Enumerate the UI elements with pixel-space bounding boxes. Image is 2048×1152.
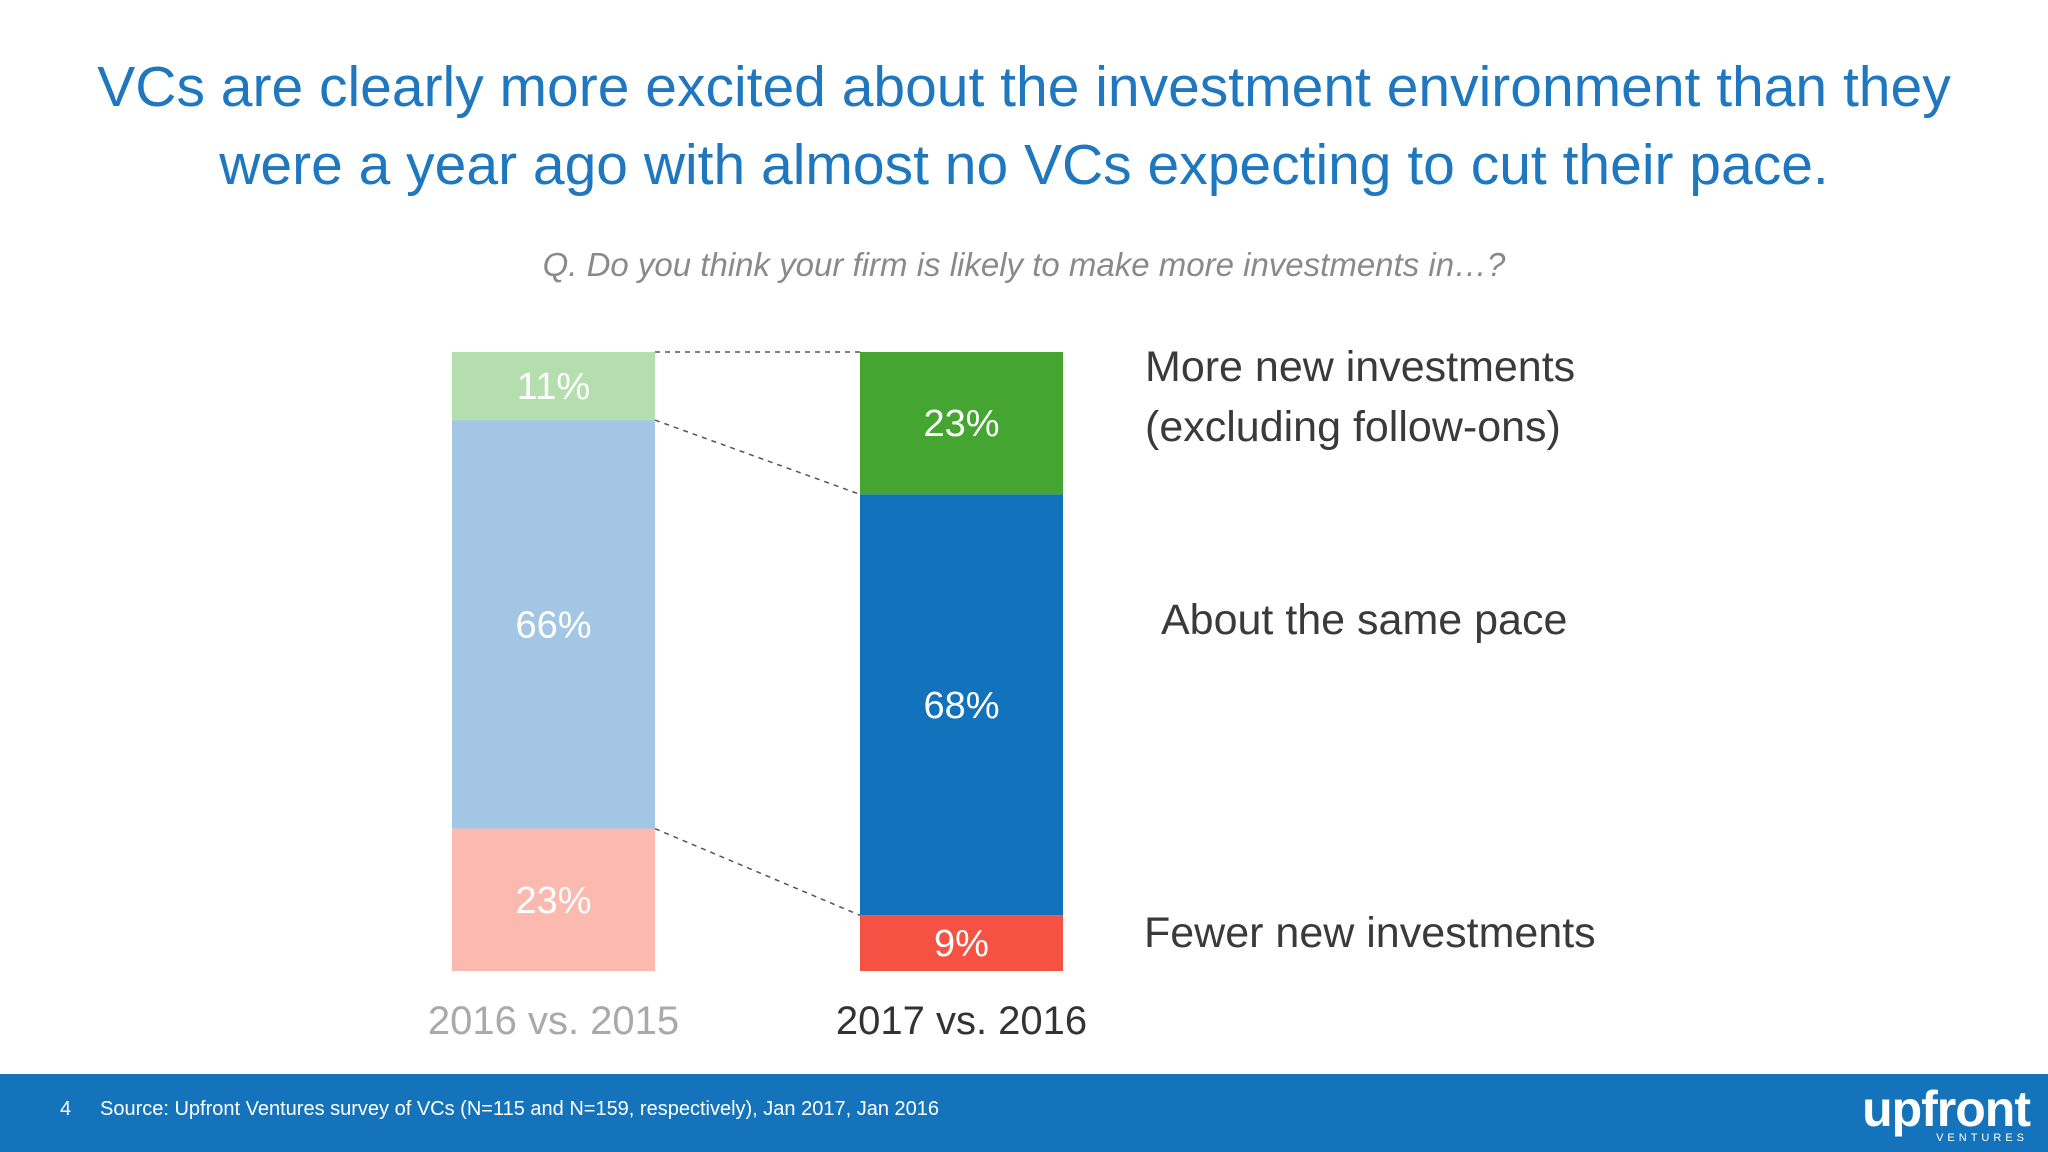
stacked-bar-chart: 23% 66% 11% 2016 vs. 2015 9% 68% 23% 2017 vs. 2…	[428, 351, 1087, 1043]
source-note: Source: Upfront Ventures survey of VCs (…	[100, 1098, 939, 1120]
legend-more-investments: More new investments (excluding follow-o…	[1145, 343, 1576, 451]
data-label-1-3: 11%	[517, 366, 590, 408]
upfront-logo: upfront VENTURES	[1830, 1080, 2031, 1146]
slide-title: VCs are clearly more excited about the i…	[97, 55, 1951, 197]
page-number: 4	[60, 1098, 72, 1120]
logo-subtitle: VENTURES	[1936, 1132, 2028, 1144]
data-label-1-2: 66%	[515, 604, 591, 646]
connector-line-2	[654, 419, 861, 496]
connector-line-1	[654, 827, 861, 916]
bar-segment-2-1	[860, 915, 1063, 971]
bar-segment-1-3	[452, 352, 655, 421]
legend-same-pace: About the same pace	[1161, 596, 1568, 644]
logo-wordmark: upfront	[1862, 1081, 2031, 1137]
data-label-2-2: 68%	[923, 685, 999, 727]
legend-fewer-investments: Fewer new investments	[1144, 909, 1596, 957]
data-label-2-3: 23%	[923, 403, 999, 445]
bar-segment-1-1	[452, 828, 655, 971]
bar-segment-2-2	[860, 494, 1063, 916]
chart-subtitle: Q. Do you think your firm is likely to m…	[542, 246, 1506, 283]
bar-segment-2-3	[860, 352, 1063, 495]
category-label-1: 2016 vs. 2015	[428, 999, 679, 1043]
data-label-2-1: 9%	[934, 923, 989, 965]
category-label-2: 2017 vs. 2016	[836, 999, 1087, 1043]
bar-segment-1-2	[452, 420, 655, 829]
footer-bar: 4 Source: Upfront Ventures survey of VCs…	[0, 1074, 2048, 1152]
data-label-1-1: 23%	[515, 880, 591, 922]
